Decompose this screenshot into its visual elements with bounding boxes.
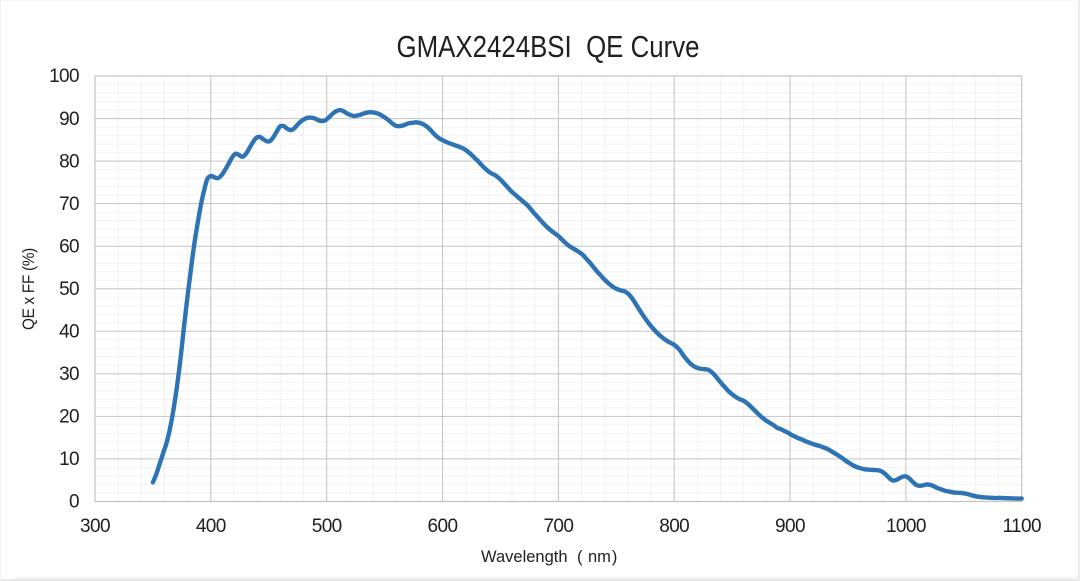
svg-text:500: 500 [312,516,342,537]
svg-text:800: 800 [659,516,689,537]
svg-text:90: 90 [59,109,79,130]
svg-text:20: 20 [59,407,79,428]
svg-text:(nm): (nm) [577,548,617,566]
svg-text:70: 70 [59,194,79,215]
svg-text:900: 900 [775,516,805,537]
svg-text:1100: 1100 [1002,516,1040,537]
svg-text:0: 0 [69,492,79,513]
svg-text:700: 700 [543,516,573,537]
svg-text:1000: 1000 [886,516,926,537]
svg-text:400: 400 [196,516,226,537]
svg-text:QE x FF (%): QE x FF (%) [19,248,38,330]
svg-text:30: 30 [59,364,79,385]
svg-text:Wavelength: Wavelength [481,548,568,566]
svg-text:80: 80 [59,151,79,172]
svg-text:100: 100 [49,66,79,87]
svg-text:10: 10 [59,449,79,470]
svg-text:50: 50 [59,279,79,300]
svg-text:60: 60 [59,236,79,257]
svg-text:40: 40 [59,322,79,343]
svg-text:300: 300 [80,516,110,537]
svg-text:GMAX2424BSI QE Curve: GMAX2424BSI QE Curve [397,29,700,64]
svg-text:600: 600 [428,516,458,537]
